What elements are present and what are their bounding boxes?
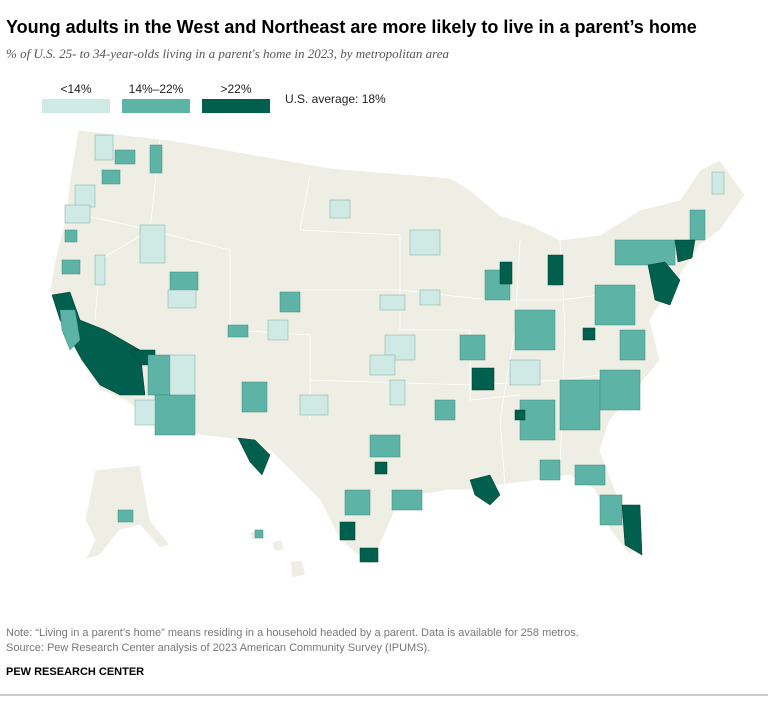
source: Source: Pew Research Center analysis of …: [6, 642, 430, 654]
metro: [419, 289, 441, 306]
footer: PEW RESEARCH CENTER: [6, 666, 144, 678]
metro: [391, 489, 423, 511]
metro: [674, 239, 696, 263]
metro: [514, 409, 526, 421]
metro: [599, 369, 641, 411]
metro: [389, 379, 406, 406]
metro: [514, 309, 556, 351]
metro: [599, 494, 623, 526]
metro: [499, 261, 513, 285]
metro: [547, 254, 564, 286]
metro: [94, 254, 106, 286]
metro: [621, 504, 643, 556]
metro: [539, 459, 561, 481]
metro: [237, 437, 271, 476]
metro: [329, 199, 351, 219]
hawaii: [271, 539, 285, 552]
state-borders: [299, 174, 521, 401]
metro: [254, 529, 264, 539]
metro: [379, 294, 406, 311]
note: Note: “Living in a parent’s home” means …: [6, 627, 579, 639]
metro: [647, 261, 681, 306]
metro: [154, 394, 196, 436]
legend-swatch: [202, 99, 270, 113]
metro: [59, 309, 81, 351]
metro: [344, 489, 371, 516]
metro: [339, 521, 356, 541]
metro: [469, 474, 501, 506]
metro: [139, 224, 166, 264]
metro: [299, 394, 329, 416]
metro: [471, 367, 495, 391]
legend-swatch: [42, 99, 110, 113]
state-borders: [499, 239, 521, 486]
metro: [267, 319, 289, 341]
legend-label: >22%: [220, 82, 251, 96]
metro: [114, 149, 136, 165]
metro: [559, 379, 601, 431]
metro-areas: [51, 134, 725, 563]
metro: [169, 354, 196, 401]
metro: [64, 204, 91, 224]
metro: [459, 334, 486, 361]
metro: [64, 229, 78, 243]
metro: [434, 399, 456, 421]
metro: [149, 144, 163, 174]
legend-label: 14%–22%: [129, 82, 184, 96]
metro: [227, 324, 249, 338]
us-average: U.S. average: 18%: [285, 92, 386, 106]
title: Young adults in the West and Northeast a…: [6, 17, 697, 37]
map: [49, 129, 746, 579]
metro: [169, 271, 199, 291]
metro: [582, 327, 596, 341]
legend-swatch: [122, 99, 190, 113]
metro: [167, 289, 197, 309]
metro: [241, 381, 268, 413]
state-borders: [59, 209, 152, 321]
metro: [117, 509, 134, 523]
metro: [279, 291, 301, 313]
hawaii: [289, 559, 307, 579]
metro: [509, 359, 541, 386]
metro: [619, 329, 646, 361]
legend: <14% 14%–22% >22%: [42, 82, 270, 113]
metro: [94, 134, 114, 161]
metro: [689, 209, 706, 241]
metro: [711, 171, 725, 195]
metro: [74, 184, 96, 208]
metro: [594, 284, 636, 326]
metro: [574, 464, 606, 486]
metro: [147, 354, 171, 396]
metro: [374, 461, 388, 475]
metro: [369, 354, 396, 376]
metro: [359, 547, 379, 563]
legend-label: <14%: [60, 82, 91, 96]
metro: [409, 229, 441, 256]
state-borders: [149, 139, 311, 420]
metro: [101, 169, 121, 185]
subtitle: % of U.S. 25- to 34-year-olds living in …: [6, 46, 450, 61]
metro: [61, 259, 81, 275]
metro: [614, 239, 676, 266]
metro: [369, 434, 401, 458]
metro: [134, 399, 156, 426]
